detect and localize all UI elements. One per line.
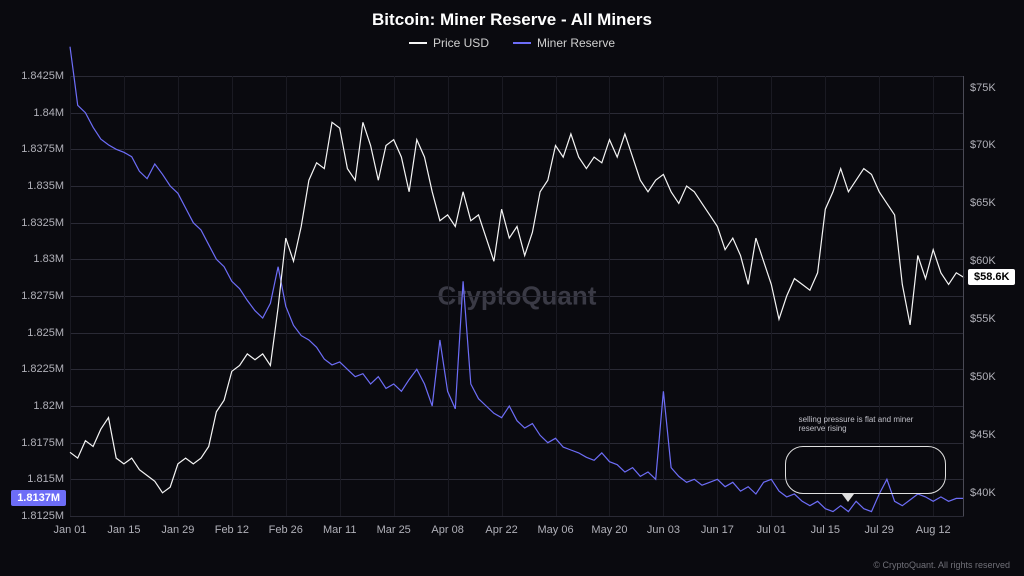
x-tick-label: Jun 17 [701, 516, 734, 536]
legend-swatch-price [409, 42, 427, 44]
price-current-badge: $58.6K [968, 269, 1015, 285]
legend-label-reserve: Miner Reserve [537, 36, 615, 50]
y-left-tick-label: 1.8225M [21, 363, 70, 375]
y-right-tick-label: $75K [964, 82, 996, 94]
y-right-tick-label: $65K [964, 197, 996, 209]
y-right-tick-label: $55K [964, 313, 996, 325]
x-tick-label: Jul 01 [757, 516, 786, 536]
x-tick-label: Jun 03 [647, 516, 680, 536]
x-tick-label: Apr 08 [431, 516, 463, 536]
y-right-tick-label: $45K [964, 429, 996, 441]
annotation-text: selling pressure is flat and miner reser… [799, 415, 939, 434]
annotation-tail [842, 494, 854, 502]
y-left-tick-label: 1.815M [27, 473, 70, 485]
x-tick-label: Jan 15 [107, 516, 140, 536]
x-tick-label: Feb 26 [269, 516, 303, 536]
y-left-tick-label: 1.8375M [21, 143, 70, 155]
x-tick-label: Apr 22 [485, 516, 517, 536]
chart-area: CryptoQuant 1.8125M1.815M1.8175M1.82M1.8… [70, 76, 964, 516]
legend-label-price: Price USD [433, 36, 489, 50]
x-tick-label: Mar 25 [377, 516, 411, 536]
x-tick-label: May 06 [537, 516, 573, 536]
legend-item-reserve: Miner Reserve [513, 36, 615, 50]
reserve-current-badge: 1.8137M [11, 490, 66, 506]
x-tick-label: Feb 12 [215, 516, 249, 536]
footer-copyright: © CryptoQuant. All rights reserved [873, 560, 1010, 570]
reserve-line [70, 47, 964, 512]
y-left-tick-label: 1.8425M [21, 70, 70, 82]
y-right-tick-label: $40K [964, 487, 996, 499]
x-tick-label: Jan 01 [53, 516, 86, 536]
annotation-box [785, 446, 946, 494]
price-line [70, 122, 964, 493]
x-tick-label: Jan 29 [161, 516, 194, 536]
legend-item-price: Price USD [409, 36, 489, 50]
x-tick-label: Jul 29 [865, 516, 894, 536]
y-right-tick-label: $70K [964, 139, 996, 151]
right-edge-line [963, 76, 964, 516]
y-left-tick-label: 1.83M [33, 253, 70, 265]
y-left-tick-label: 1.84M [33, 107, 70, 119]
y-left-tick-label: 1.8275M [21, 290, 70, 302]
y-right-tick-label: $50K [964, 371, 996, 383]
y-left-tick-label: 1.8175M [21, 437, 70, 449]
y-left-tick-label: 1.8325M [21, 217, 70, 229]
legend-swatch-reserve [513, 42, 531, 44]
legend: Price USD Miner Reserve [0, 36, 1024, 50]
y-right-tick-label: $60K [964, 255, 996, 267]
x-tick-label: Aug 12 [916, 516, 951, 536]
y-left-tick-label: 1.835M [27, 180, 70, 192]
y-left-tick-label: 1.825M [27, 327, 70, 339]
x-tick-label: Jul 15 [811, 516, 840, 536]
y-left-tick-label: 1.82M [33, 400, 70, 412]
x-tick-label: Mar 11 [323, 516, 356, 536]
x-tick-label: May 20 [591, 516, 627, 536]
chart-title: Bitcoin: Miner Reserve - All Miners [0, 0, 1024, 30]
